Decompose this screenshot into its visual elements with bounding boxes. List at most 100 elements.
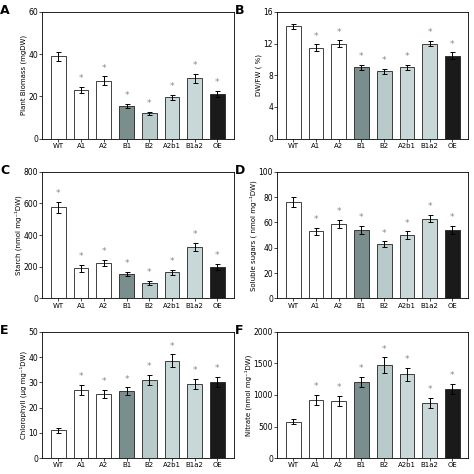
Text: *: * — [314, 382, 318, 391]
Bar — [96, 81, 111, 138]
Bar — [142, 113, 157, 138]
Bar — [331, 44, 346, 138]
Bar — [164, 98, 179, 138]
Bar — [210, 267, 225, 299]
Text: *: * — [215, 78, 220, 87]
Bar — [74, 90, 89, 138]
Text: *: * — [147, 268, 152, 277]
Bar — [445, 55, 460, 138]
Text: *: * — [124, 374, 129, 383]
Text: *: * — [170, 257, 174, 266]
Bar — [286, 202, 301, 299]
Bar — [74, 268, 89, 299]
Text: *: * — [359, 365, 364, 374]
Bar — [400, 374, 414, 458]
Text: *: * — [428, 202, 432, 211]
Bar — [187, 79, 202, 138]
Bar — [354, 383, 369, 458]
Text: *: * — [101, 247, 106, 256]
Text: D: D — [235, 164, 246, 177]
Bar — [142, 283, 157, 299]
Text: *: * — [147, 362, 152, 371]
Text: *: * — [359, 52, 364, 61]
Text: *: * — [124, 259, 129, 268]
Bar — [354, 67, 369, 138]
Text: *: * — [428, 385, 432, 394]
Text: *: * — [450, 213, 455, 222]
Y-axis label: Starch (nmol mg⁻¹DW): Starch (nmol mg⁻¹DW) — [15, 195, 22, 275]
Text: *: * — [405, 52, 409, 61]
Bar — [187, 383, 202, 458]
Text: F: F — [235, 324, 244, 337]
Text: *: * — [405, 356, 409, 365]
Text: *: * — [450, 371, 455, 380]
Text: *: * — [192, 230, 197, 239]
Text: *: * — [450, 39, 455, 48]
Y-axis label: Chlorophyll (µg mg⁻¹DW): Chlorophyll (µg mg⁻¹DW) — [19, 351, 27, 439]
Bar — [286, 26, 301, 138]
Bar — [119, 106, 134, 138]
Y-axis label: Soluble sugars ( nmol mg⁻¹DW): Soluble sugars ( nmol mg⁻¹DW) — [250, 180, 257, 291]
Bar — [400, 67, 414, 138]
Bar — [164, 361, 179, 458]
Bar — [96, 263, 111, 299]
Text: *: * — [337, 383, 341, 392]
Text: *: * — [170, 342, 174, 351]
Text: *: * — [192, 62, 197, 71]
Bar — [51, 56, 66, 138]
Text: *: * — [215, 251, 220, 260]
Text: *: * — [337, 27, 341, 36]
Bar — [422, 403, 437, 458]
Bar — [445, 230, 460, 299]
Bar — [164, 273, 179, 299]
Text: A: A — [0, 4, 10, 18]
Y-axis label: Plant Biomass (mgDW): Plant Biomass (mgDW) — [20, 35, 27, 115]
Text: *: * — [382, 56, 386, 65]
Bar — [210, 383, 225, 458]
Text: *: * — [215, 365, 220, 374]
Text: *: * — [79, 74, 83, 83]
Y-axis label: Nitrate (nmol mg⁻¹DW): Nitrate (nmol mg⁻¹DW) — [245, 354, 252, 436]
Text: *: * — [382, 345, 386, 354]
Text: *: * — [405, 219, 409, 228]
Bar — [210, 94, 225, 138]
Bar — [119, 391, 134, 458]
Bar — [74, 390, 89, 458]
Bar — [309, 231, 323, 299]
Text: *: * — [79, 372, 83, 381]
Bar — [377, 365, 392, 458]
Bar — [377, 244, 392, 299]
Bar — [331, 224, 346, 299]
Bar — [119, 274, 134, 299]
Bar — [309, 47, 323, 138]
Text: *: * — [56, 189, 61, 198]
Text: *: * — [314, 32, 318, 41]
Text: *: * — [101, 377, 106, 386]
Text: *: * — [170, 82, 174, 91]
Text: *: * — [124, 91, 129, 100]
Bar — [422, 219, 437, 299]
Bar — [187, 247, 202, 299]
Text: *: * — [101, 64, 106, 73]
Text: *: * — [359, 213, 364, 222]
Text: *: * — [79, 252, 83, 261]
Bar — [142, 380, 157, 458]
Bar — [331, 401, 346, 458]
Bar — [400, 235, 414, 299]
Bar — [309, 400, 323, 458]
Bar — [354, 230, 369, 299]
Y-axis label: DW/FW ( %): DW/FW ( %) — [255, 55, 262, 96]
Text: *: * — [428, 28, 432, 37]
Text: B: B — [235, 4, 245, 18]
Text: C: C — [0, 164, 9, 177]
Bar — [51, 430, 66, 458]
Bar — [286, 422, 301, 458]
Bar — [377, 71, 392, 138]
Text: *: * — [147, 99, 152, 108]
Text: *: * — [337, 207, 341, 216]
Text: *: * — [192, 366, 197, 375]
Text: E: E — [0, 324, 9, 337]
Bar — [422, 44, 437, 138]
Bar — [51, 208, 66, 299]
Bar — [445, 389, 460, 458]
